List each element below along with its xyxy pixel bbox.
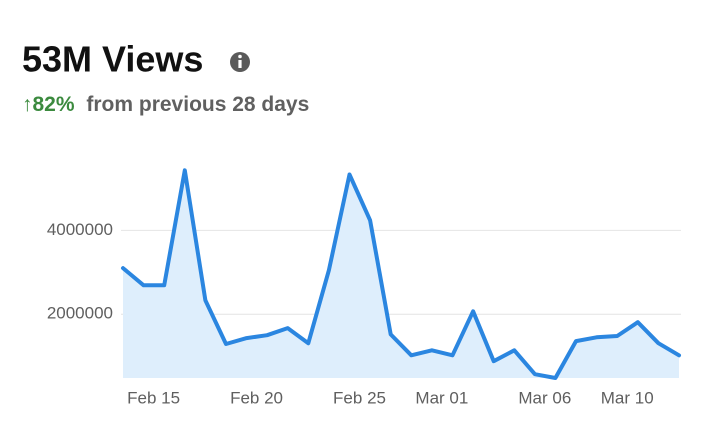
y-tick-label: 4000000 [47,220,113,239]
x-tick-label: Feb 15 [127,388,180,407]
subtitle: ↑82% from previous 28 days [22,93,309,116]
x-tick-label: Feb 25 [333,388,386,407]
line [121,168,681,380]
x-tick-label: Mar 01 [415,388,468,407]
subtitle-text: from previous 28 days [86,93,309,116]
x-tick-label: Mar 10 [601,388,654,407]
change: ↑82% [22,93,75,116]
info-icon[interactable] [230,52,250,72]
x-tick-label: Feb 20 [230,388,283,407]
x-tick-label: Mar 06 [518,388,571,407]
chart-title: 53M Views [22,39,203,80]
area [123,170,679,378]
y-tick-label: 2000000 [47,304,113,323]
